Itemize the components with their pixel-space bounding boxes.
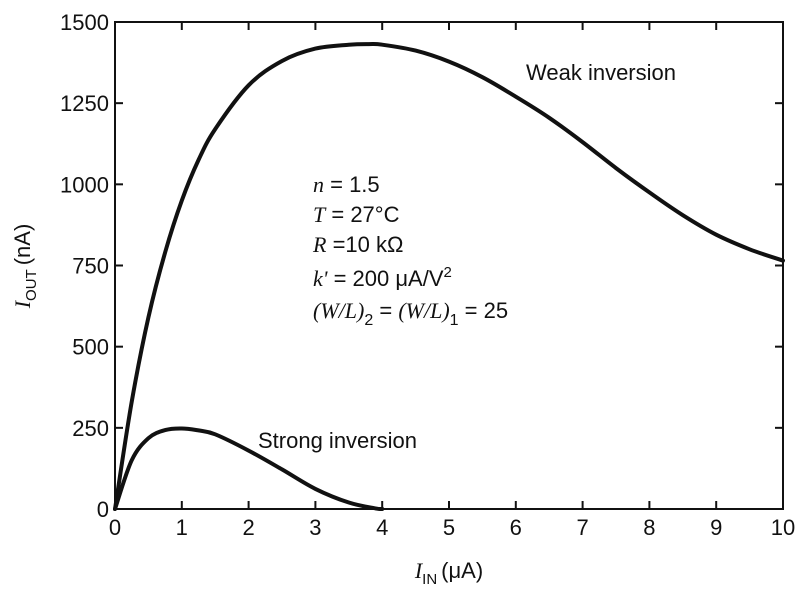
- x-tick-label: 5: [443, 515, 455, 540]
- x-tick-label: 10: [771, 515, 795, 540]
- x-axis-label: IIN (μA): [414, 558, 483, 588]
- y-axis-label: IOUT(nA): [10, 224, 40, 310]
- param-width-length-ratio: (W/L)2 = (W/L)1 = 25: [313, 298, 508, 329]
- x-tick-label: 0: [109, 515, 121, 540]
- param-temperature: T = 27°C: [313, 202, 400, 227]
- y-tick-label: 1500: [60, 10, 109, 35]
- param-n: n = 1.5: [313, 172, 380, 197]
- parameter-block: n = 1.5 T = 27°C R =10 kΩ k' = 200 μA/V2…: [312, 172, 508, 329]
- y-tick-label: 250: [72, 416, 109, 441]
- y-tick-label: 750: [72, 254, 109, 279]
- series-label-weak-inversion: Weak inversion: [526, 60, 676, 85]
- x-tick-label: 3: [309, 515, 321, 540]
- param-resistance: R =10 kΩ: [312, 232, 403, 257]
- x-tick-label: 7: [576, 515, 588, 540]
- y-tick-label: 1000: [60, 172, 109, 197]
- x-tick-labels: 0 1 2 3 4 5 6 7 8 9 10: [109, 515, 795, 540]
- series-line-weak-inversion: [113, 41, 785, 511]
- series-label-strong-inversion: Strong inversion: [258, 428, 417, 453]
- data-series: [113, 41, 785, 512]
- y-tick-labels: 0 250 500 750 1000 1250 1500: [60, 10, 109, 522]
- x-tick-label: 4: [376, 515, 388, 540]
- x-tick-label: 8: [643, 515, 655, 540]
- x-tick-label: 6: [510, 515, 522, 540]
- x-tick-label: 9: [710, 515, 722, 540]
- x-tick-label: 2: [242, 515, 254, 540]
- y-tick-label: 1250: [60, 91, 109, 116]
- y-tick-label: 500: [72, 335, 109, 360]
- series-line-strong-inversion: [113, 426, 385, 512]
- param-k-prime: k' = 200 μA/V2: [313, 264, 452, 291]
- x-tick-label: 1: [176, 515, 188, 540]
- axis-ticks: [114, 21, 784, 510]
- y-tick-label: 0: [97, 497, 109, 522]
